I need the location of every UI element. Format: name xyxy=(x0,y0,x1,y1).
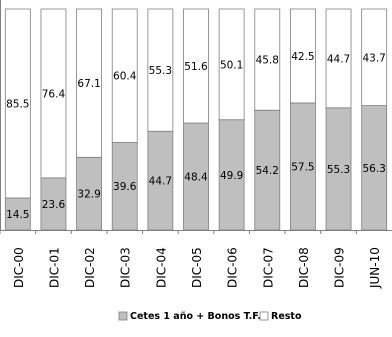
x-tick-label: JUN-10 xyxy=(368,247,382,289)
data-label-resto: 60.4 xyxy=(113,71,137,83)
bar-segment-resto xyxy=(76,8,102,158)
legend-label-cetes: Cetes 1 año + Bonos T.F. xyxy=(130,311,261,322)
bar-segment-resto xyxy=(290,8,316,104)
data-label-resto: 55.3 xyxy=(149,65,172,77)
data-label-resto: 51.6 xyxy=(184,61,208,73)
data-label-resto: 76.4 xyxy=(42,88,66,100)
bar-segment-resto xyxy=(4,8,31,199)
bar-segment-cetes xyxy=(218,119,245,231)
data-label-cetes: 49.9 xyxy=(220,170,243,182)
bar-segment-resto xyxy=(183,8,209,124)
data-label-cetes: 32.9 xyxy=(77,189,100,201)
data-label-cetes: 56.3 xyxy=(362,163,385,175)
x-tick-label: DIC-07 xyxy=(261,247,275,288)
x-tick-label: DIC-08 xyxy=(297,247,311,288)
x-tick-label: DIC-02 xyxy=(83,247,97,288)
x-tick-label: DIC-00 xyxy=(12,247,26,288)
x-tick-label: DIC-03 xyxy=(119,247,133,288)
x-tick-label: DIC-05 xyxy=(190,247,204,288)
data-label-resto: 67.1 xyxy=(77,78,100,90)
data-label-cetes: 39.6 xyxy=(113,181,137,193)
data-label-resto: 85.5 xyxy=(6,98,29,110)
data-label-cetes: 44.7 xyxy=(149,176,172,188)
x-tick-label: DIC-09 xyxy=(333,247,347,288)
legend-label-resto: Resto xyxy=(271,311,302,322)
x-tick-label: DIC-04 xyxy=(154,247,168,288)
bar-segment-resto xyxy=(325,8,352,109)
bar-segment-resto xyxy=(254,8,281,111)
data-label-cetes: 48.4 xyxy=(184,172,208,184)
data-label-cetes: 14.5 xyxy=(6,209,29,221)
bar-segment-cetes xyxy=(111,142,138,231)
bar-segment-cetes xyxy=(325,107,352,231)
data-label-resto: 42.5 xyxy=(291,51,314,63)
data-label-resto: 43.7 xyxy=(362,52,385,64)
bar-segment-cetes xyxy=(290,102,316,231)
bar-segment-cetes xyxy=(254,109,281,231)
bar-segment-cetes xyxy=(76,156,102,231)
legend-swatch-cetes xyxy=(118,311,128,321)
bar-segment-resto xyxy=(361,8,388,106)
data-label-cetes: 54.2 xyxy=(256,165,279,177)
bar-segment-cetes xyxy=(147,130,174,231)
data-label-cetes: 55.3 xyxy=(327,164,350,176)
x-tick-label: DIC-01 xyxy=(47,247,61,288)
data-label-resto: 50.1 xyxy=(220,59,243,71)
bar-segment-resto xyxy=(40,8,67,179)
legend-swatch-resto xyxy=(259,311,269,321)
data-label-cetes: 57.5 xyxy=(291,161,314,173)
bar-segment-resto xyxy=(147,8,174,132)
bar-segment-resto xyxy=(218,8,245,121)
data-label-resto: 45.8 xyxy=(256,55,279,67)
data-label-resto: 44.7 xyxy=(327,53,350,65)
bar-segment-resto xyxy=(111,8,138,143)
data-label-cetes: 23.6 xyxy=(42,199,66,211)
x-tick-label: DIC-06 xyxy=(226,247,240,288)
